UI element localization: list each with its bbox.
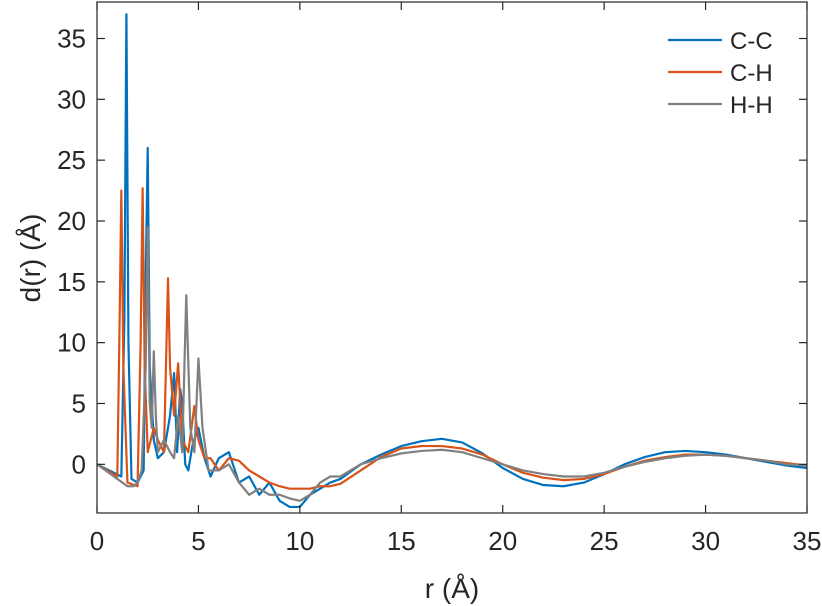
y-tick-label: 35 bbox=[57, 24, 86, 54]
x-tick-label: 20 bbox=[488, 526, 517, 556]
y-tick-label: 20 bbox=[57, 206, 86, 236]
x-tick-label: 5 bbox=[191, 526, 205, 556]
y-tick-label: 0 bbox=[72, 449, 86, 479]
x-tick-label: 35 bbox=[793, 526, 822, 556]
x-tick-label: 10 bbox=[285, 526, 314, 556]
legend: C-C C-H H-H bbox=[668, 28, 773, 119]
y-tick-label: 30 bbox=[57, 84, 86, 114]
series-line-h-h bbox=[97, 225, 807, 502]
plot-area bbox=[97, 2, 807, 513]
y-tick-label: 5 bbox=[72, 389, 86, 419]
legend-label: H-H bbox=[730, 92, 773, 119]
x-tick-label: 0 bbox=[90, 526, 104, 556]
y-tick-label: 25 bbox=[57, 145, 86, 175]
ticks-layer bbox=[96, 2, 808, 513]
legend-label: C-H bbox=[730, 60, 773, 87]
x-axis-label: r (Å) bbox=[425, 573, 479, 604]
tick-labels: 0 5 10 15 20 25 30 35 0 5 10 15 20 25 30 35 bbox=[57, 24, 821, 557]
legend-label: C-C bbox=[730, 28, 773, 55]
x-tick-label: 15 bbox=[387, 526, 416, 556]
series-layer bbox=[97, 13, 807, 509]
y-axis-label: d(r) (Å) bbox=[15, 214, 46, 303]
x-tick-label: 30 bbox=[691, 526, 720, 556]
y-tick-label: 15 bbox=[57, 267, 86, 297]
plot-frame bbox=[96, 1, 808, 514]
x-tick-label: 25 bbox=[590, 526, 619, 556]
y-tick-label: 10 bbox=[57, 328, 86, 358]
